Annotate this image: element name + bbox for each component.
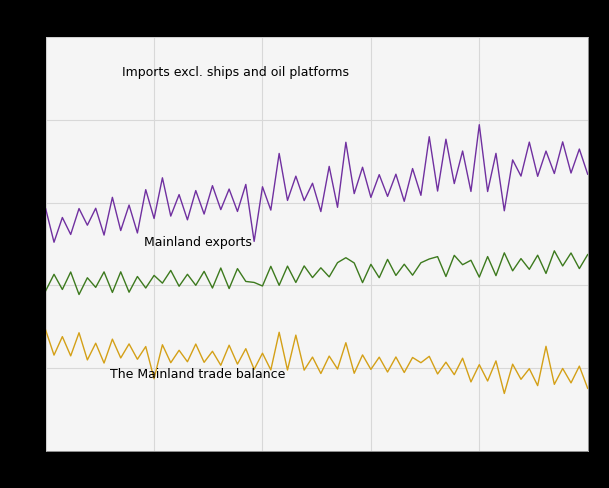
Text: The Mainland trade balance: The Mainland trade balance (110, 368, 285, 382)
Text: Mainland exports: Mainland exports (144, 236, 252, 249)
Text: Imports excl. ships and oil platforms: Imports excl. ships and oil platforms (122, 65, 349, 79)
